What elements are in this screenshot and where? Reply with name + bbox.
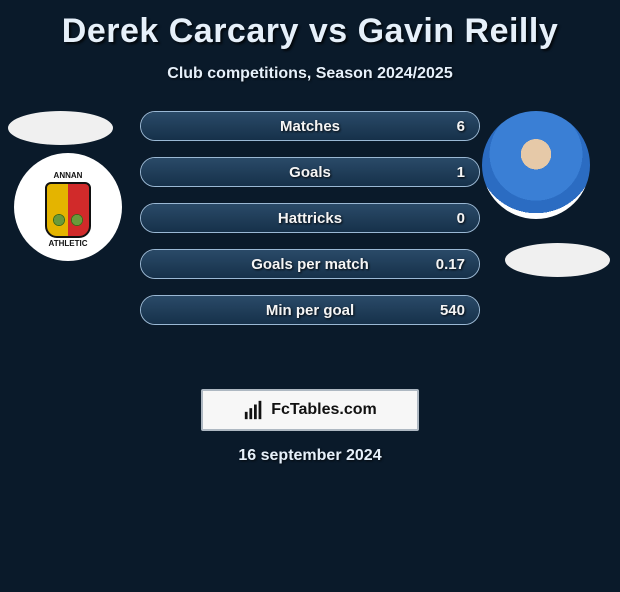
- stat-row: Matches6: [140, 111, 480, 141]
- stat-label: Goals per match: [141, 250, 479, 279]
- stat-value-right: 6: [457, 112, 465, 141]
- player-right-avatar: [482, 111, 590, 219]
- stat-row: Goals1: [140, 157, 480, 187]
- stat-label: Matches: [141, 112, 479, 141]
- stat-row: Min per goal540: [140, 295, 480, 325]
- player-left-placeholder: [8, 111, 113, 145]
- brand-box: FcTables.com: [201, 389, 419, 431]
- club-name-bottom: ATHLETIC: [49, 240, 88, 248]
- club-name-top: ANNAN: [54, 172, 83, 180]
- crest-shield: [45, 182, 91, 238]
- stat-label: Hattricks: [141, 204, 479, 233]
- bar-chart-icon: [243, 399, 265, 421]
- stat-label: Goals: [141, 158, 479, 187]
- page-title: Derek Carcary vs Gavin Reilly: [0, 12, 620, 51]
- stat-value-right: 0: [457, 204, 465, 233]
- stat-value-right: 1: [457, 158, 465, 187]
- brand-text: FcTables.com: [271, 401, 377, 419]
- subtitle: Club competitions, Season 2024/2025: [0, 65, 620, 83]
- player-right-placeholder: [505, 243, 610, 277]
- comparison-panel: ANNAN ATHLETIC Matches6 Goals1 Hattricks0 G…: [0, 111, 620, 371]
- stat-bars: Matches6Goals1Hattricks0Goals per match0…: [140, 111, 480, 341]
- thistle-icon: [71, 214, 83, 226]
- stat-value-right: 0.17: [436, 250, 465, 279]
- stat-row: Goals per match0.17: [140, 249, 480, 279]
- thistle-icon: [53, 214, 65, 226]
- stat-row: Hattricks0: [140, 203, 480, 233]
- date-text: 16 september 2024: [0, 447, 620, 465]
- stat-value-right: 540: [440, 296, 465, 325]
- stat-label: Min per goal: [141, 296, 479, 325]
- player-left-club-crest: ANNAN ATHLETIC: [14, 153, 122, 261]
